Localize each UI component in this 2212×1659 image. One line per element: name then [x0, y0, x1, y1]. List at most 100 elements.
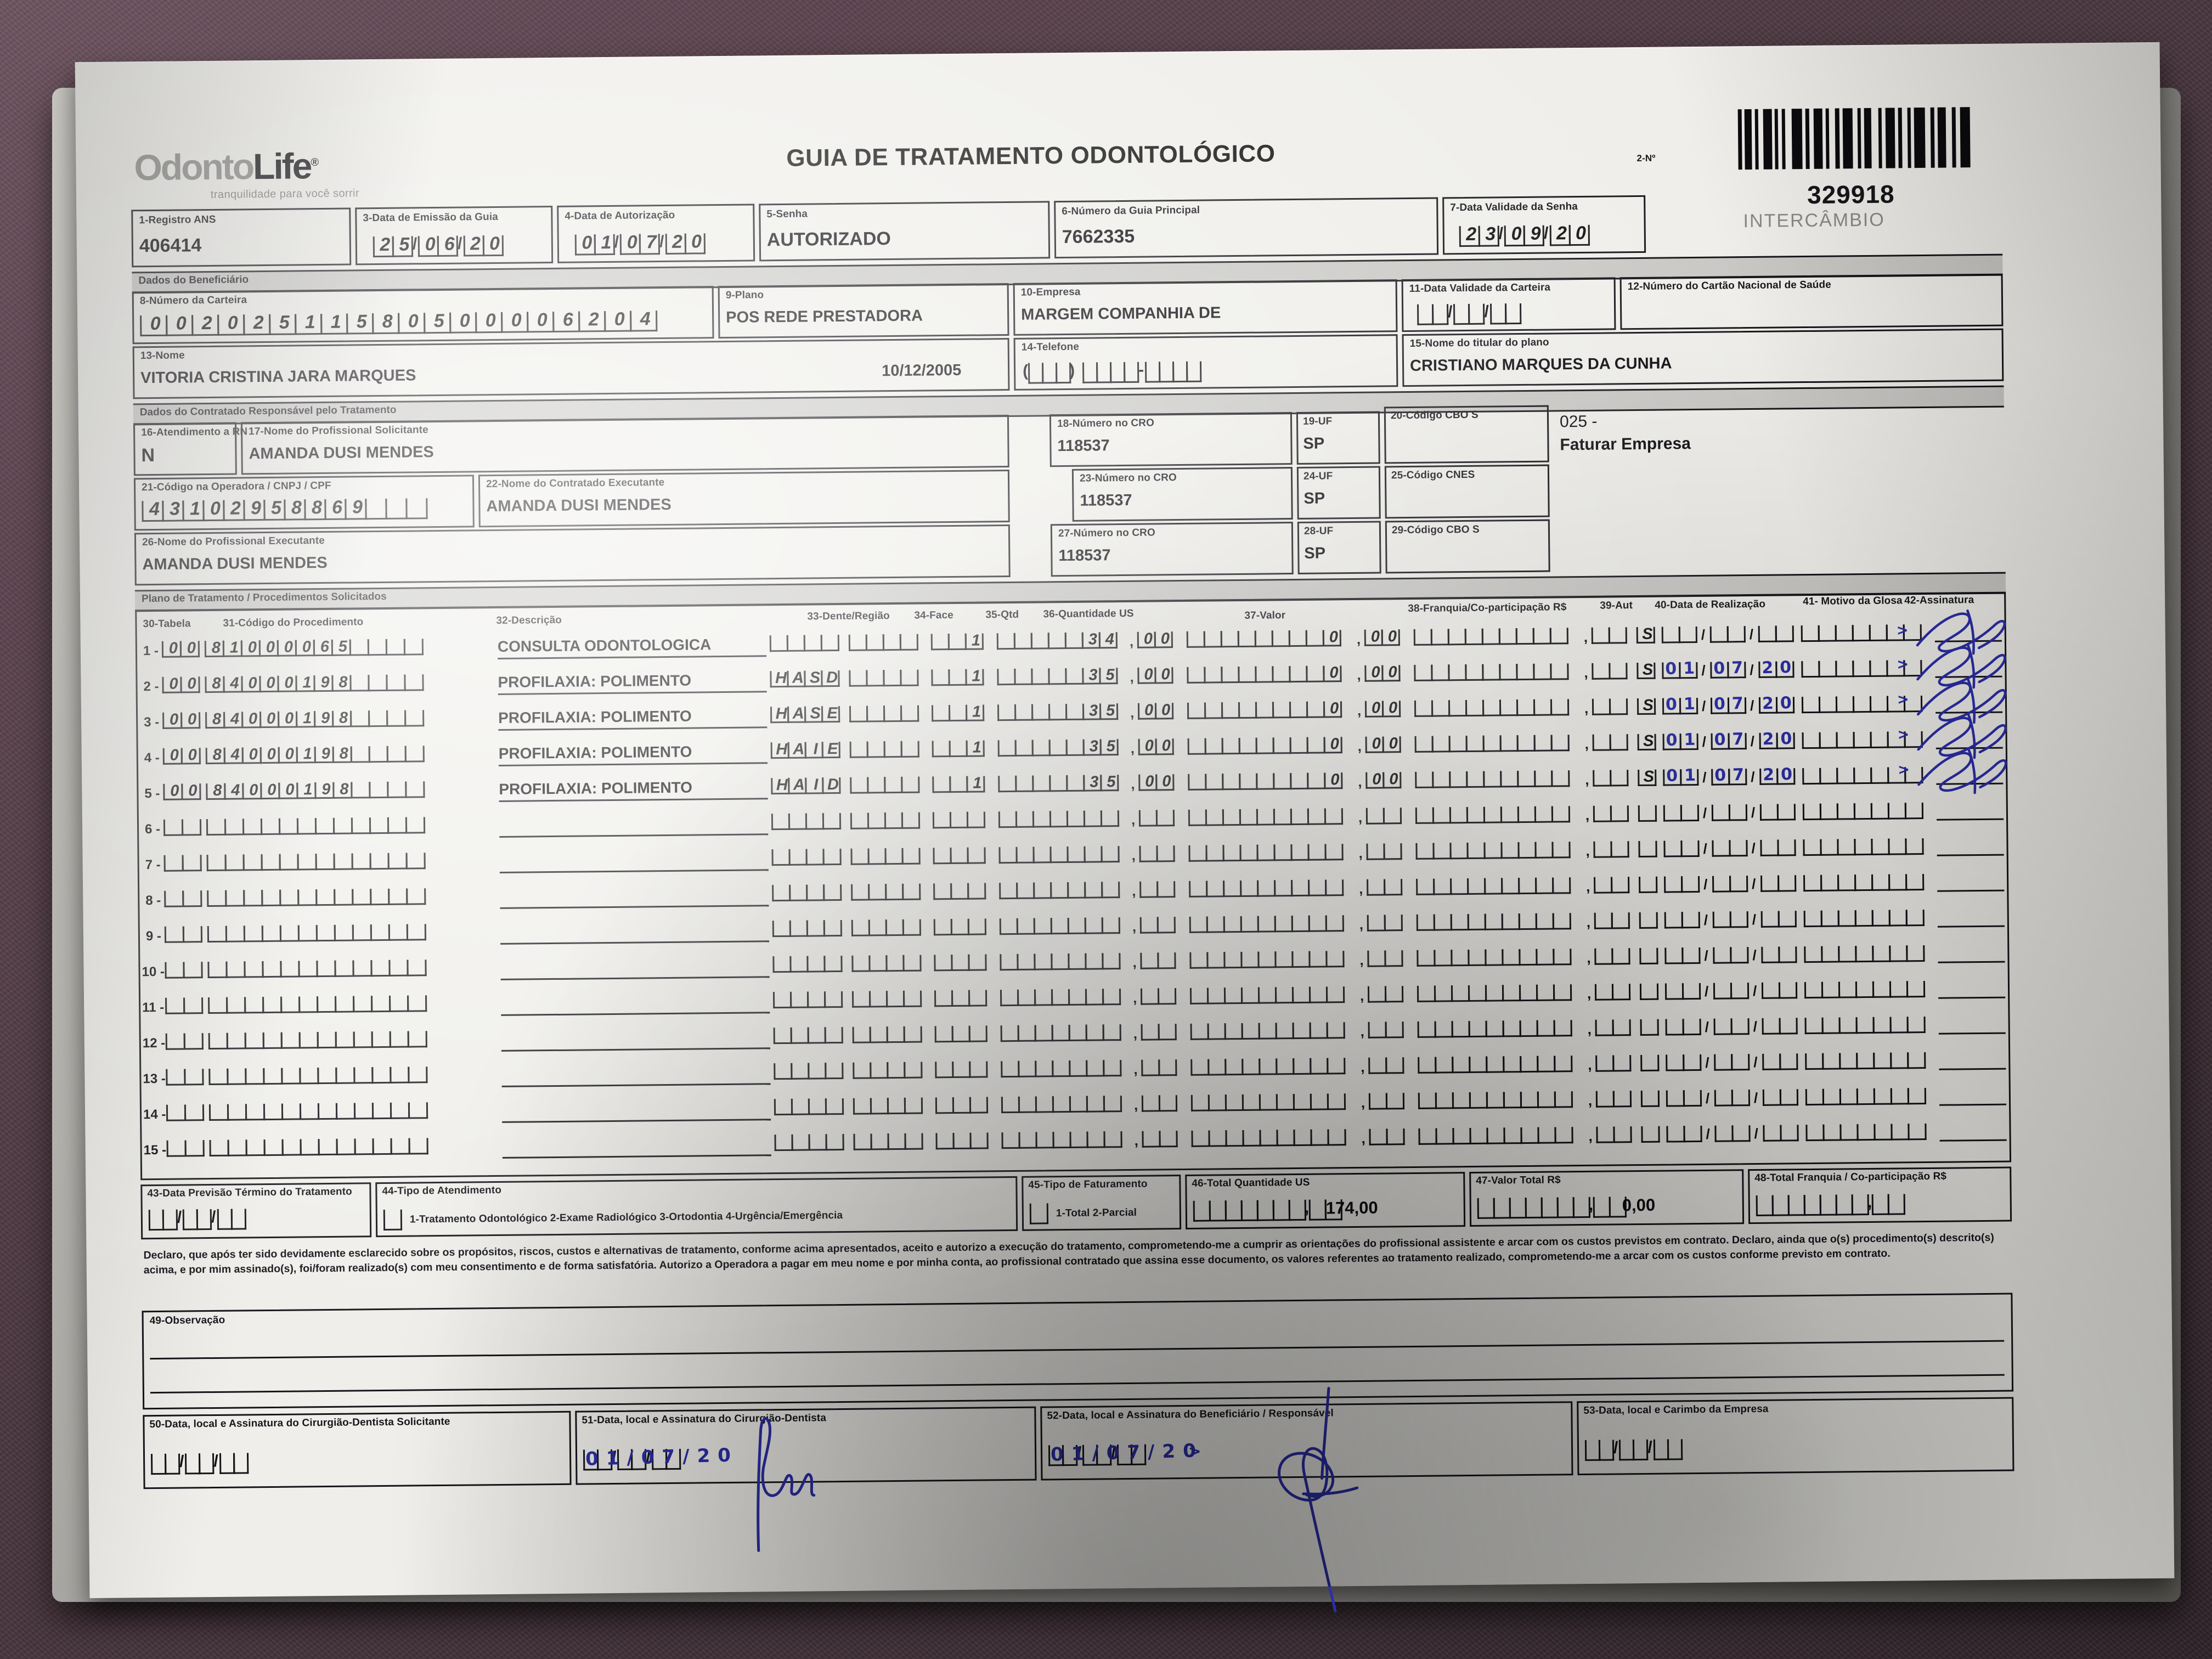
cell-face[interactable]	[851, 883, 921, 901]
cell-data-mm[interactable]	[1713, 1018, 1750, 1035]
field-7-value[interactable]: 2 3 / 0 9 / 2 0	[1459, 223, 1590, 247]
cell-data-yy[interactable]	[1758, 625, 1794, 642]
cell-face[interactable]	[849, 669, 919, 687]
cell-codigo[interactable]	[207, 888, 426, 907]
cell-us-int[interactable]	[1000, 989, 1121, 1007]
cell-valor-dec[interactable]	[1369, 1128, 1405, 1146]
cell-qtd[interactable]	[933, 847, 986, 865]
field-48-value[interactable]: ,	[1756, 1193, 1906, 1216]
cell-data-dd[interactable]	[1664, 876, 1700, 893]
field-14-value[interactable]: ( ) -	[1023, 361, 1202, 384]
cell-valor-int[interactable]	[1191, 1129, 1346, 1147]
cell-data-dd[interactable]	[1666, 1090, 1702, 1107]
cell-aut[interactable]	[1639, 876, 1658, 894]
cell-aut[interactable]	[1640, 1054, 1660, 1071]
cell-data-yy[interactable]	[1763, 1125, 1799, 1142]
cell-aut[interactable]	[1640, 1019, 1659, 1036]
cell-data-mm[interactable]	[1709, 626, 1746, 643]
cell-data-yy[interactable]	[1761, 946, 1797, 963]
cell-valor-dec[interactable]	[1366, 843, 1402, 860]
field-11-value[interactable]: / /	[1417, 303, 1522, 325]
field-44-value[interactable]	[383, 1209, 403, 1231]
cell-glosa[interactable]	[1805, 1088, 1927, 1106]
cell-data-dd[interactable]	[1665, 1018, 1701, 1036]
cell-qtd[interactable]: 1	[932, 739, 985, 758]
cell-franquia-dec[interactable]	[1596, 1126, 1632, 1143]
cell-us-int[interactable]	[1001, 1096, 1122, 1114]
cell-data-dd[interactable]	[1666, 1125, 1702, 1143]
cell-dente[interactable]	[773, 1026, 843, 1045]
cell-us-dec[interactable]	[1138, 810, 1175, 827]
cell-codigo[interactable]	[208, 995, 427, 1014]
cell-data-dd[interactable]	[1666, 1054, 1702, 1071]
cell-valor-dec[interactable]	[1368, 1057, 1404, 1074]
cell-franquia-dec[interactable]	[1592, 698, 1628, 715]
cell-data-mm[interactable]	[1714, 1054, 1750, 1071]
cell-us-dec[interactable]	[1140, 952, 1176, 969]
cell-valor-dec[interactable]	[1367, 986, 1404, 1003]
cell-franquia-dec[interactable]	[1595, 1055, 1632, 1072]
cell-franquia-dec[interactable]	[1594, 877, 1630, 894]
cell-us-dec[interactable]	[1142, 1131, 1178, 1148]
field-3-value[interactable]: 2 5 / 0 6 / 2 0	[373, 233, 504, 258]
cell-aut[interactable]: S	[1638, 768, 1657, 787]
cell-tabela[interactable]	[163, 855, 202, 872]
cell-franquia-int[interactable]	[1416, 877, 1571, 895]
cell-data-dd[interactable]	[1663, 840, 1700, 857]
cell-qtd[interactable]	[933, 883, 986, 900]
cell-face[interactable]	[852, 1026, 922, 1043]
cell-valor-int[interactable]	[1188, 808, 1344, 826]
cell-data-yy[interactable]	[1761, 982, 1798, 999]
cell-aut[interactable]	[1639, 983, 1659, 1000]
cell-valor-int[interactable]: 0	[1188, 771, 1343, 791]
cell-data-yy[interactable]	[1762, 1053, 1798, 1070]
cell-us-dec[interactable]	[1139, 845, 1175, 862]
cell-dente[interactable]	[774, 1062, 844, 1080]
cell-aut[interactable]	[1639, 947, 1658, 965]
cell-us-dec[interactable]	[1139, 881, 1176, 898]
cell-tabela[interactable]	[164, 926, 203, 943]
cell-us-int[interactable]	[1001, 1131, 1122, 1149]
cell-data-mm[interactable]	[1712, 911, 1748, 928]
cell-franquia-int[interactable]	[1418, 1091, 1573, 1109]
cell-valor-dec[interactable]	[1367, 950, 1403, 967]
cell-valor-int[interactable]: 0	[1187, 664, 1342, 684]
cell-valor-int[interactable]	[1190, 1058, 1346, 1076]
cell-codigo[interactable]	[207, 960, 427, 979]
cell-valor-dec[interactable]	[1365, 808, 1402, 825]
cell-valor-int[interactable]	[1189, 915, 1344, 933]
cell-us-dec[interactable]	[1141, 1059, 1177, 1076]
cell-franquia-dec[interactable]	[1595, 1019, 1631, 1036]
cell-franquia-dec[interactable]	[1593, 805, 1629, 822]
cell-dente[interactable]	[774, 1098, 844, 1116]
cell-data-mm[interactable]	[1714, 1125, 1751, 1142]
cell-dente[interactable]	[772, 919, 843, 938]
cell-data-mm[interactable]	[1713, 947, 1749, 964]
cell-valor-int[interactable]	[1190, 1093, 1346, 1111]
cell-glosa[interactable]	[1803, 874, 1925, 892]
cell-glosa[interactable]	[1804, 1017, 1926, 1035]
cell-dente[interactable]	[771, 848, 842, 866]
cell-valor-dec[interactable]	[1367, 879, 1403, 896]
cell-us-dec[interactable]	[1141, 1095, 1178, 1112]
cell-dente[interactable]	[772, 991, 843, 1009]
cell-us-int[interactable]	[998, 846, 1120, 864]
cell-data-mm[interactable]	[1714, 1090, 1751, 1107]
cell-data-yy[interactable]	[1762, 1018, 1798, 1035]
cell-qtd[interactable]	[932, 811, 986, 829]
cell-aut[interactable]: S	[1637, 661, 1656, 680]
field-47-value-comb[interactable]: ,	[1477, 1196, 1627, 1219]
cell-franquia-int[interactable]	[1417, 984, 1572, 1002]
field-43-value[interactable]: / /	[148, 1208, 246, 1231]
